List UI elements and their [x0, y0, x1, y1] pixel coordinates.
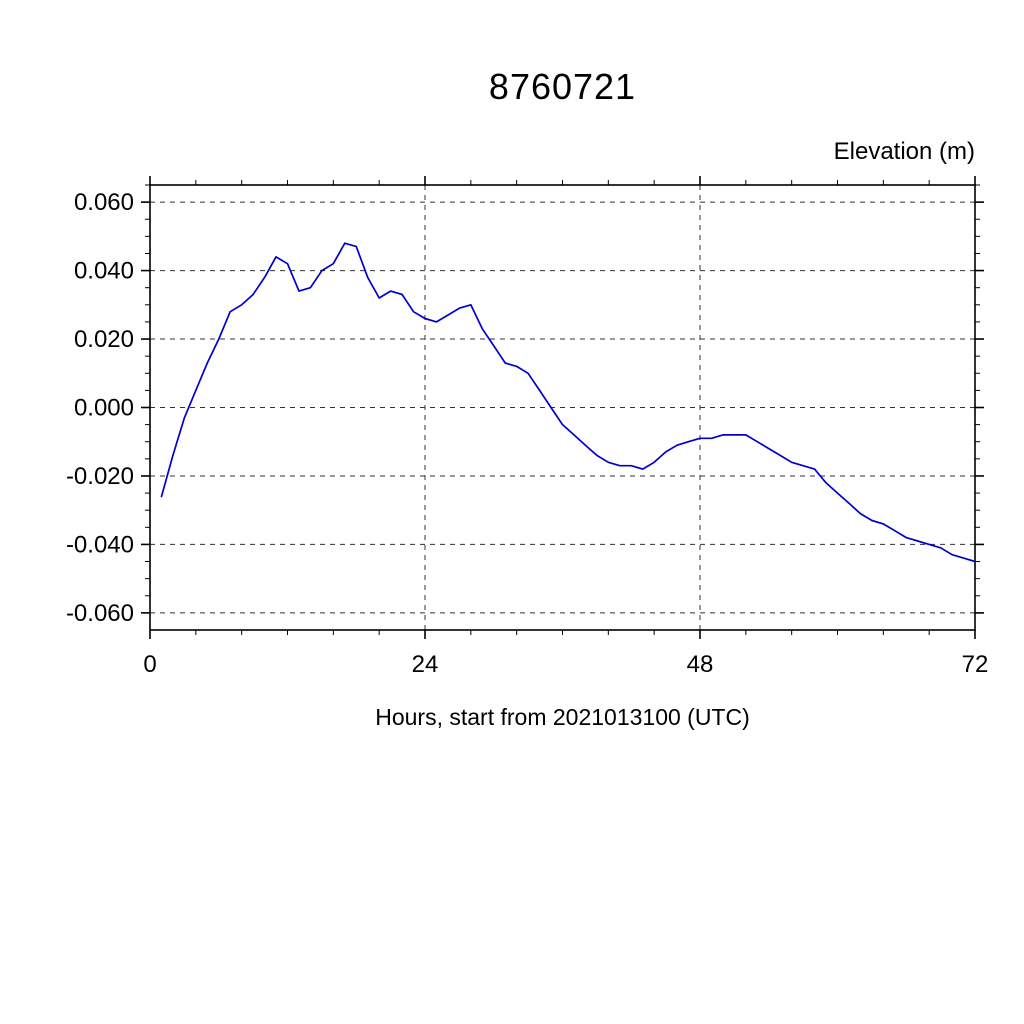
y-tick-label: -0.020 [66, 463, 134, 490]
y-tick-label: 0.040 [74, 258, 134, 285]
x-tick-label: 72 [962, 651, 989, 678]
y-axis-unit-label: Elevation (m) [833, 138, 975, 165]
chart-title: 8760721 [488, 66, 637, 107]
x-tick-label: 0 [143, 651, 156, 678]
y-tick-label: 0.000 [74, 395, 134, 422]
x-tick-label: 48 [687, 651, 714, 678]
y-tick-label: -0.040 [66, 531, 134, 558]
x-axis-label: Hours, start from 2021013100 (UTC) [375, 704, 750, 730]
y-tick-label: 0.060 [74, 189, 134, 216]
y-tick-label: -0.060 [66, 600, 134, 627]
elevation-series-line [160, 242, 976, 563]
y-tick-label: 0.020 [74, 326, 134, 353]
x-tick-label: 24 [412, 651, 439, 678]
